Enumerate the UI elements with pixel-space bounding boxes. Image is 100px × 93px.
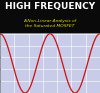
Text: A Non-Linear Analysis of
the Saturated MOSFET: A Non-Linear Analysis of the Saturated M…: [23, 19, 77, 28]
Text: HIGH FREQUENCY: HIGH FREQUENCY: [5, 2, 95, 11]
